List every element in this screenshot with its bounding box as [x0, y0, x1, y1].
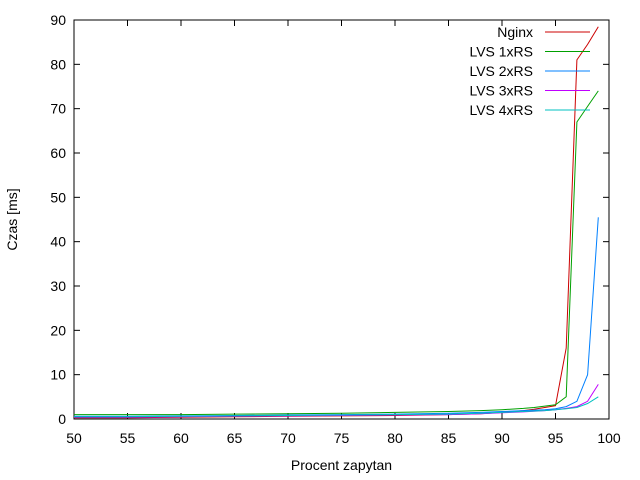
series-line-1 — [74, 90, 599, 416]
x-tick-label: 100 — [597, 430, 621, 446]
x-tick-label: 50 — [66, 430, 82, 446]
y-tick-label: 30 — [50, 278, 66, 294]
x-tick-label: 55 — [120, 430, 136, 446]
x-tick-label: 80 — [387, 430, 403, 446]
y-tick-label: 60 — [50, 145, 66, 161]
series-lines — [74, 26, 599, 419]
y-tick-label: 0 — [58, 411, 66, 427]
x-tick-label: 60 — [173, 430, 189, 446]
legend-label-1: LVS 1xRS — [469, 44, 533, 60]
x-tick-label: 70 — [280, 430, 296, 446]
x-axis-label: Procent zapytan — [291, 457, 392, 473]
y-axis-label: Czas [ms] — [4, 188, 20, 250]
legend-label-4: LVS 4xRS — [469, 102, 533, 118]
y-tick-label: 20 — [50, 322, 66, 338]
y-tick-label: 90 — [50, 12, 66, 28]
series-line-4 — [74, 396, 599, 418]
y-tick-label: 10 — [50, 367, 66, 383]
x-tick-label: 90 — [494, 430, 510, 446]
x-axis: 50 55 60 65 70 75 80 85 90 95 100 — [66, 20, 621, 446]
legend: Nginx LVS 1xRS LVS 2xRS LVS 3xRS LVS 4xRS — [469, 24, 590, 118]
x-tick-label: 95 — [548, 430, 564, 446]
legend-label-3: LVS 3xRS — [469, 83, 533, 99]
series-line-3 — [74, 384, 599, 418]
y-tick-label: 50 — [50, 189, 66, 205]
legend-label-0: Nginx — [497, 24, 533, 40]
legend-label-2: LVS 2xRS — [469, 63, 533, 79]
y-tick-label: 70 — [50, 101, 66, 117]
y-tick-label: 40 — [50, 234, 66, 250]
x-tick-label: 65 — [227, 430, 243, 446]
x-tick-label: 75 — [334, 430, 350, 446]
y-tick-label: 80 — [50, 56, 66, 72]
plot-frame — [73, 19, 610, 420]
series-line-2 — [74, 217, 599, 417]
x-tick-label: 85 — [441, 430, 457, 446]
y-axis: 0 10 20 30 40 50 60 70 80 90 — [50, 12, 609, 427]
